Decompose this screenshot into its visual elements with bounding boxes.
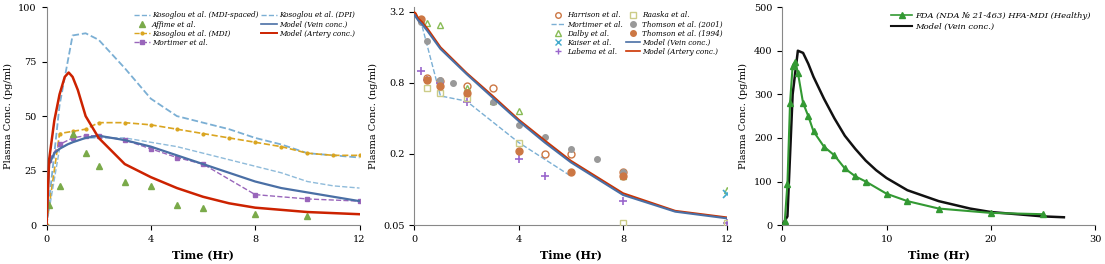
- X-axis label: Time (Hr): Time (Hr): [908, 249, 970, 260]
- Legend: Harrison et al., Mortimer et al., Dalby et al., Kaiser et al., Labema et al., Ra: Harrison et al., Mortimer et al., Dalby …: [550, 11, 724, 56]
- X-axis label: Time (Hr): Time (Hr): [540, 249, 602, 260]
- Legend: Kosoglou et al. (MDI-spaced), Affime et al., Kosoglou et al. (MDI), Mortimer et : Kosoglou et al. (MDI-spaced), Affime et …: [133, 11, 356, 48]
- X-axis label: Time (Hr): Time (Hr): [172, 249, 234, 260]
- Y-axis label: Plasma Conc. (pg/ml): Plasma Conc. (pg/ml): [739, 63, 748, 169]
- Legend: FDA (NDA № 21-463) HFA-MDI (Healthy), Model (Vein conc.): FDA (NDA № 21-463) HFA-MDI (Healthy), Mo…: [891, 11, 1091, 32]
- Y-axis label: Plasma Conc. (ng/ml): Plasma Conc. (ng/ml): [368, 63, 378, 169]
- Y-axis label: Plasma Conc. (pg/ml): Plasma Conc. (pg/ml): [3, 63, 13, 169]
